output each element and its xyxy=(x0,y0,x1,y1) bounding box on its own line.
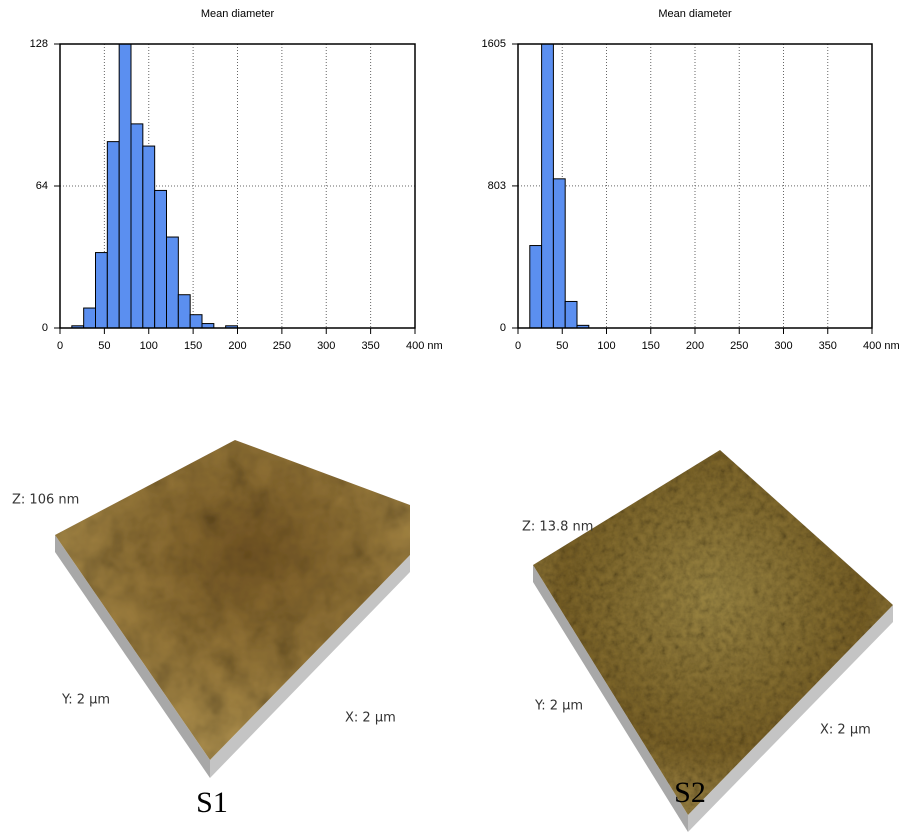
chart-title: Mean diameter xyxy=(658,8,732,20)
y-label: Y: 2 µm xyxy=(534,699,583,714)
x-label: X: 2 µm xyxy=(345,711,396,726)
x-tick-label: 400 nm xyxy=(863,340,900,352)
z-label: Z: 13.8 nm xyxy=(522,520,593,535)
x-tick-label: 100 xyxy=(140,340,158,352)
x-label: X: 2 µm xyxy=(820,723,871,738)
x-tick-label: 400 nm xyxy=(406,340,443,352)
z-label: Z: 106 nm xyxy=(12,493,79,508)
bar xyxy=(107,142,119,328)
x-tick-label: 250 xyxy=(730,340,748,352)
x-tick-label: 300 xyxy=(774,340,792,352)
bar xyxy=(84,308,96,328)
afm-s1: Z: 106 nm Y: 2 µm X: 2 µm S1 xyxy=(12,440,410,819)
x-tick-label: 200 xyxy=(228,340,246,352)
x-tick-label: 50 xyxy=(98,340,110,352)
bar xyxy=(190,315,202,328)
bar xyxy=(178,295,190,328)
figure: Z: 106 nm Y: 2 µm X: 2 µm S1 Z: 13.8 nm … xyxy=(0,0,907,835)
x-tick-label: 250 xyxy=(273,340,291,352)
y-tick-label: 64 xyxy=(36,180,48,192)
bar xyxy=(131,124,143,328)
bar xyxy=(96,253,108,328)
y-tick-label: 1605 xyxy=(482,38,506,50)
x-tick-label: 0 xyxy=(515,340,521,352)
bar xyxy=(565,301,577,328)
caption: S1 xyxy=(196,786,228,819)
x-tick-label: 150 xyxy=(184,340,202,352)
caption: S2 xyxy=(674,776,706,809)
bar xyxy=(553,179,565,328)
x-tick-label: 350 xyxy=(361,340,379,352)
bar xyxy=(530,246,542,328)
chart-title: Mean diameter xyxy=(201,8,275,20)
x-tick-label: 200 xyxy=(686,340,704,352)
y-tick-label: 128 xyxy=(30,38,48,50)
page: {"chart_data": [ {"type": "histogram", "… xyxy=(0,0,907,840)
bar xyxy=(143,146,155,328)
x-tick-label: 150 xyxy=(642,340,660,352)
bar xyxy=(155,190,167,328)
x-tick-label: 0 xyxy=(57,340,63,352)
afm-s2: Z: 13.8 nm Y: 2 µm X: 2 µm S2 xyxy=(522,450,893,832)
y-tick-label: 0 xyxy=(500,322,506,334)
bar xyxy=(167,237,179,328)
y-label: Y: 2 µm xyxy=(61,693,110,708)
x-tick-label: 350 xyxy=(819,340,837,352)
bar xyxy=(542,44,554,328)
x-tick-label: 50 xyxy=(556,340,568,352)
y-tick-label: 0 xyxy=(42,322,48,334)
x-tick-label: 100 xyxy=(597,340,615,352)
bar xyxy=(119,44,131,328)
x-tick-label: 300 xyxy=(317,340,335,352)
y-tick-label: 803 xyxy=(488,180,506,192)
surface xyxy=(533,450,893,815)
